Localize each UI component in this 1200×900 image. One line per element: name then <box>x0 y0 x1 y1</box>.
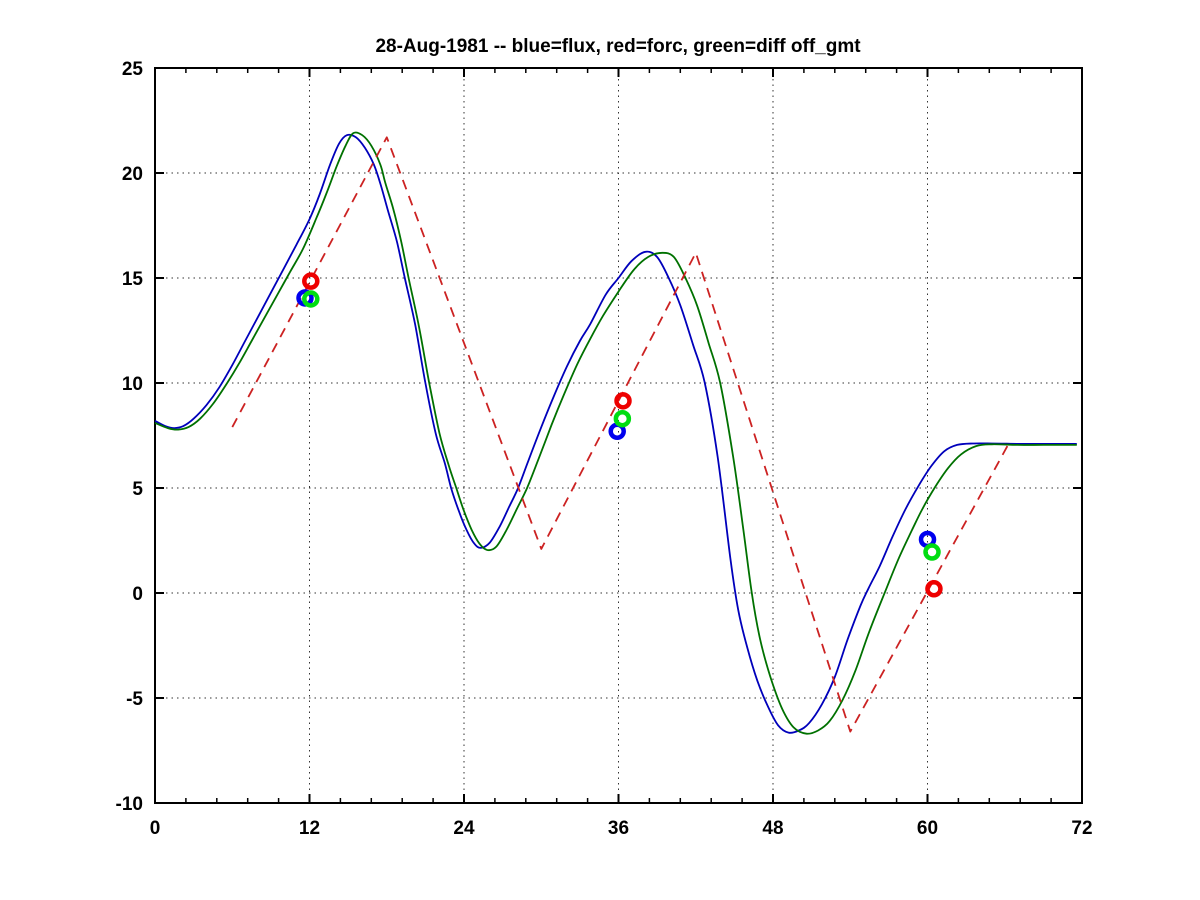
x-tick-label: 72 <box>1071 818 1092 839</box>
chart-layer: 0 12 24 36 48 60 72 -10 -5 0 5 10 15 20 25 <box>116 59 1093 839</box>
y-tick-label: 25 <box>122 59 144 80</box>
series-line-flux <box>154 133 1077 734</box>
series-line-diff <box>154 131 1077 735</box>
x-tick-label: 12 <box>299 818 320 839</box>
y-tick-label: 0 <box>132 584 143 605</box>
forc-marker-circle <box>302 272 320 290</box>
forc-marker-circle <box>925 580 943 598</box>
forc-marker-circle <box>614 392 632 410</box>
y-tick-label: 10 <box>122 374 143 395</box>
y-tick-label: 20 <box>122 164 143 185</box>
chart-title: 28-Aug-1981 -- blue=flux, red=forc, gree… <box>375 36 861 57</box>
x-tick-label: 0 <box>150 818 161 839</box>
x-tick-label: 36 <box>608 818 629 839</box>
y-tick-label: 5 <box>132 479 143 500</box>
diff-marker-circle <box>613 409 632 428</box>
y-tick-label: -10 <box>116 794 143 815</box>
y-tick-label: 15 <box>122 269 144 290</box>
y-tick-label: -5 <box>126 689 143 710</box>
x-tick-label: 60 <box>917 818 938 839</box>
diff-marker-circle <box>302 290 320 308</box>
diff-marker-circle <box>923 543 941 561</box>
x-tick-label: 24 <box>453 818 475 839</box>
x-tick-label: 48 <box>762 818 783 839</box>
